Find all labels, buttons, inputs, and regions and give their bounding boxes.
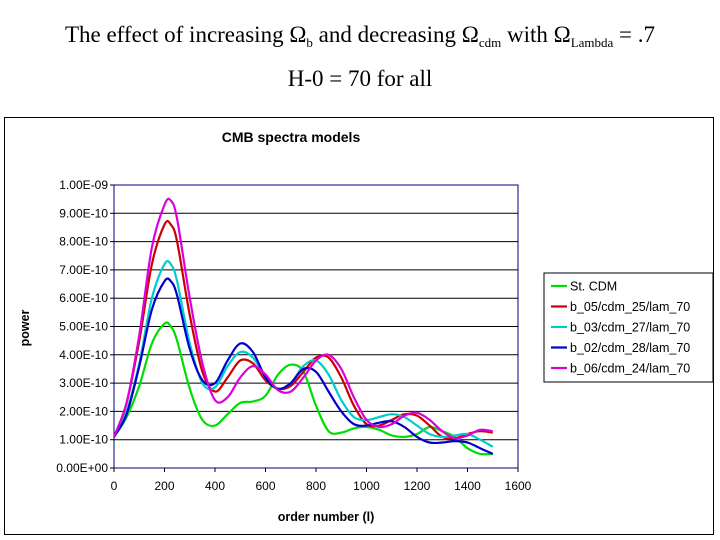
x-axis-ticks: 0 200 400 600 800 1000 1200 1400 1600 [111, 468, 532, 493]
x-tick-label: 0 [111, 479, 118, 493]
series-lines [112, 197, 494, 456]
title-part-1: The effect of increasing Ω [64, 22, 307, 47]
chart-frame: CMB spectra models 0.00E+00 1.00E-10 2.00E… [4, 117, 714, 535]
legend-label: b_03/cdm_27/lam_70 [570, 321, 690, 335]
y-tick-label: 6.00E-10 [59, 291, 108, 305]
x-tick-label: 1000 [353, 479, 380, 493]
y-tick-label: 2.00E-10 [59, 404, 108, 418]
x-tick-label: 1200 [404, 479, 431, 493]
legend-label: St. CDM [570, 280, 617, 294]
title-sub-lambda: Lambda [570, 35, 614, 50]
y-tick-label: 7.00E-10 [59, 263, 108, 277]
y-tick-label: 4.00E-10 [59, 348, 108, 362]
legend-entries: St. CDM b_05/cdm_25/lam_70 b_03/cdm_27/lam… [551, 280, 690, 376]
title-sub-cdm: cdm [478, 35, 502, 50]
title-part-2: and decreasing Ω [312, 22, 479, 47]
x-tick-label: 400 [205, 479, 225, 493]
y-tick-label: 3.00E-10 [59, 376, 108, 390]
slide-subtitle: H-0 = 70 for all [287, 66, 433, 91]
y-axis-label: power [18, 309, 32, 346]
y-tick-label: 5.00E-10 [59, 320, 108, 334]
y-tick-label: 0.00E+00 [56, 461, 108, 475]
x-tick-label: 200 [154, 479, 174, 493]
series-line-2 [112, 219, 493, 440]
legend-label: b_06/cdm_24/lam_70 [570, 362, 690, 376]
y-tick-label: 8.00E-10 [59, 235, 108, 249]
x-axis-label: order number (l) [278, 510, 375, 524]
x-tick-label: 600 [255, 479, 275, 493]
legend-label: b_02/cdm_28/lam_70 [570, 341, 690, 355]
series-line-4 [113, 277, 494, 455]
y-tick-label: 1.00E-10 [59, 433, 108, 447]
x-tick-label: 800 [306, 479, 326, 493]
chart-title: CMB spectra models [222, 129, 361, 145]
title-part-3: with Ω [501, 22, 571, 47]
chart-svg: CMB spectra models 0.00E+00 1.00E-10 2.00E… [18, 129, 713, 524]
series-line-5 [112, 197, 493, 440]
y-tick-label: 1.00E-09 [59, 178, 108, 192]
x-tick-label: 1400 [454, 479, 481, 493]
legend-label: b_05/cdm_25/lam_70 [570, 300, 690, 314]
y-axis-ticks: 0.00E+00 1.00E-10 2.00E-10 3.00E-10 4.00E-10… [56, 178, 114, 475]
slide-title: The effect of increasing Ωb and decreasi… [0, 22, 720, 51]
y-tick-label: 9.00E-10 [59, 206, 108, 220]
title-part-4: = .7 [613, 22, 656, 47]
series-line-1 [113, 321, 493, 456]
title-sub-b: b [306, 35, 313, 50]
legend [543, 272, 713, 383]
x-tick-label: 1600 [505, 479, 532, 493]
